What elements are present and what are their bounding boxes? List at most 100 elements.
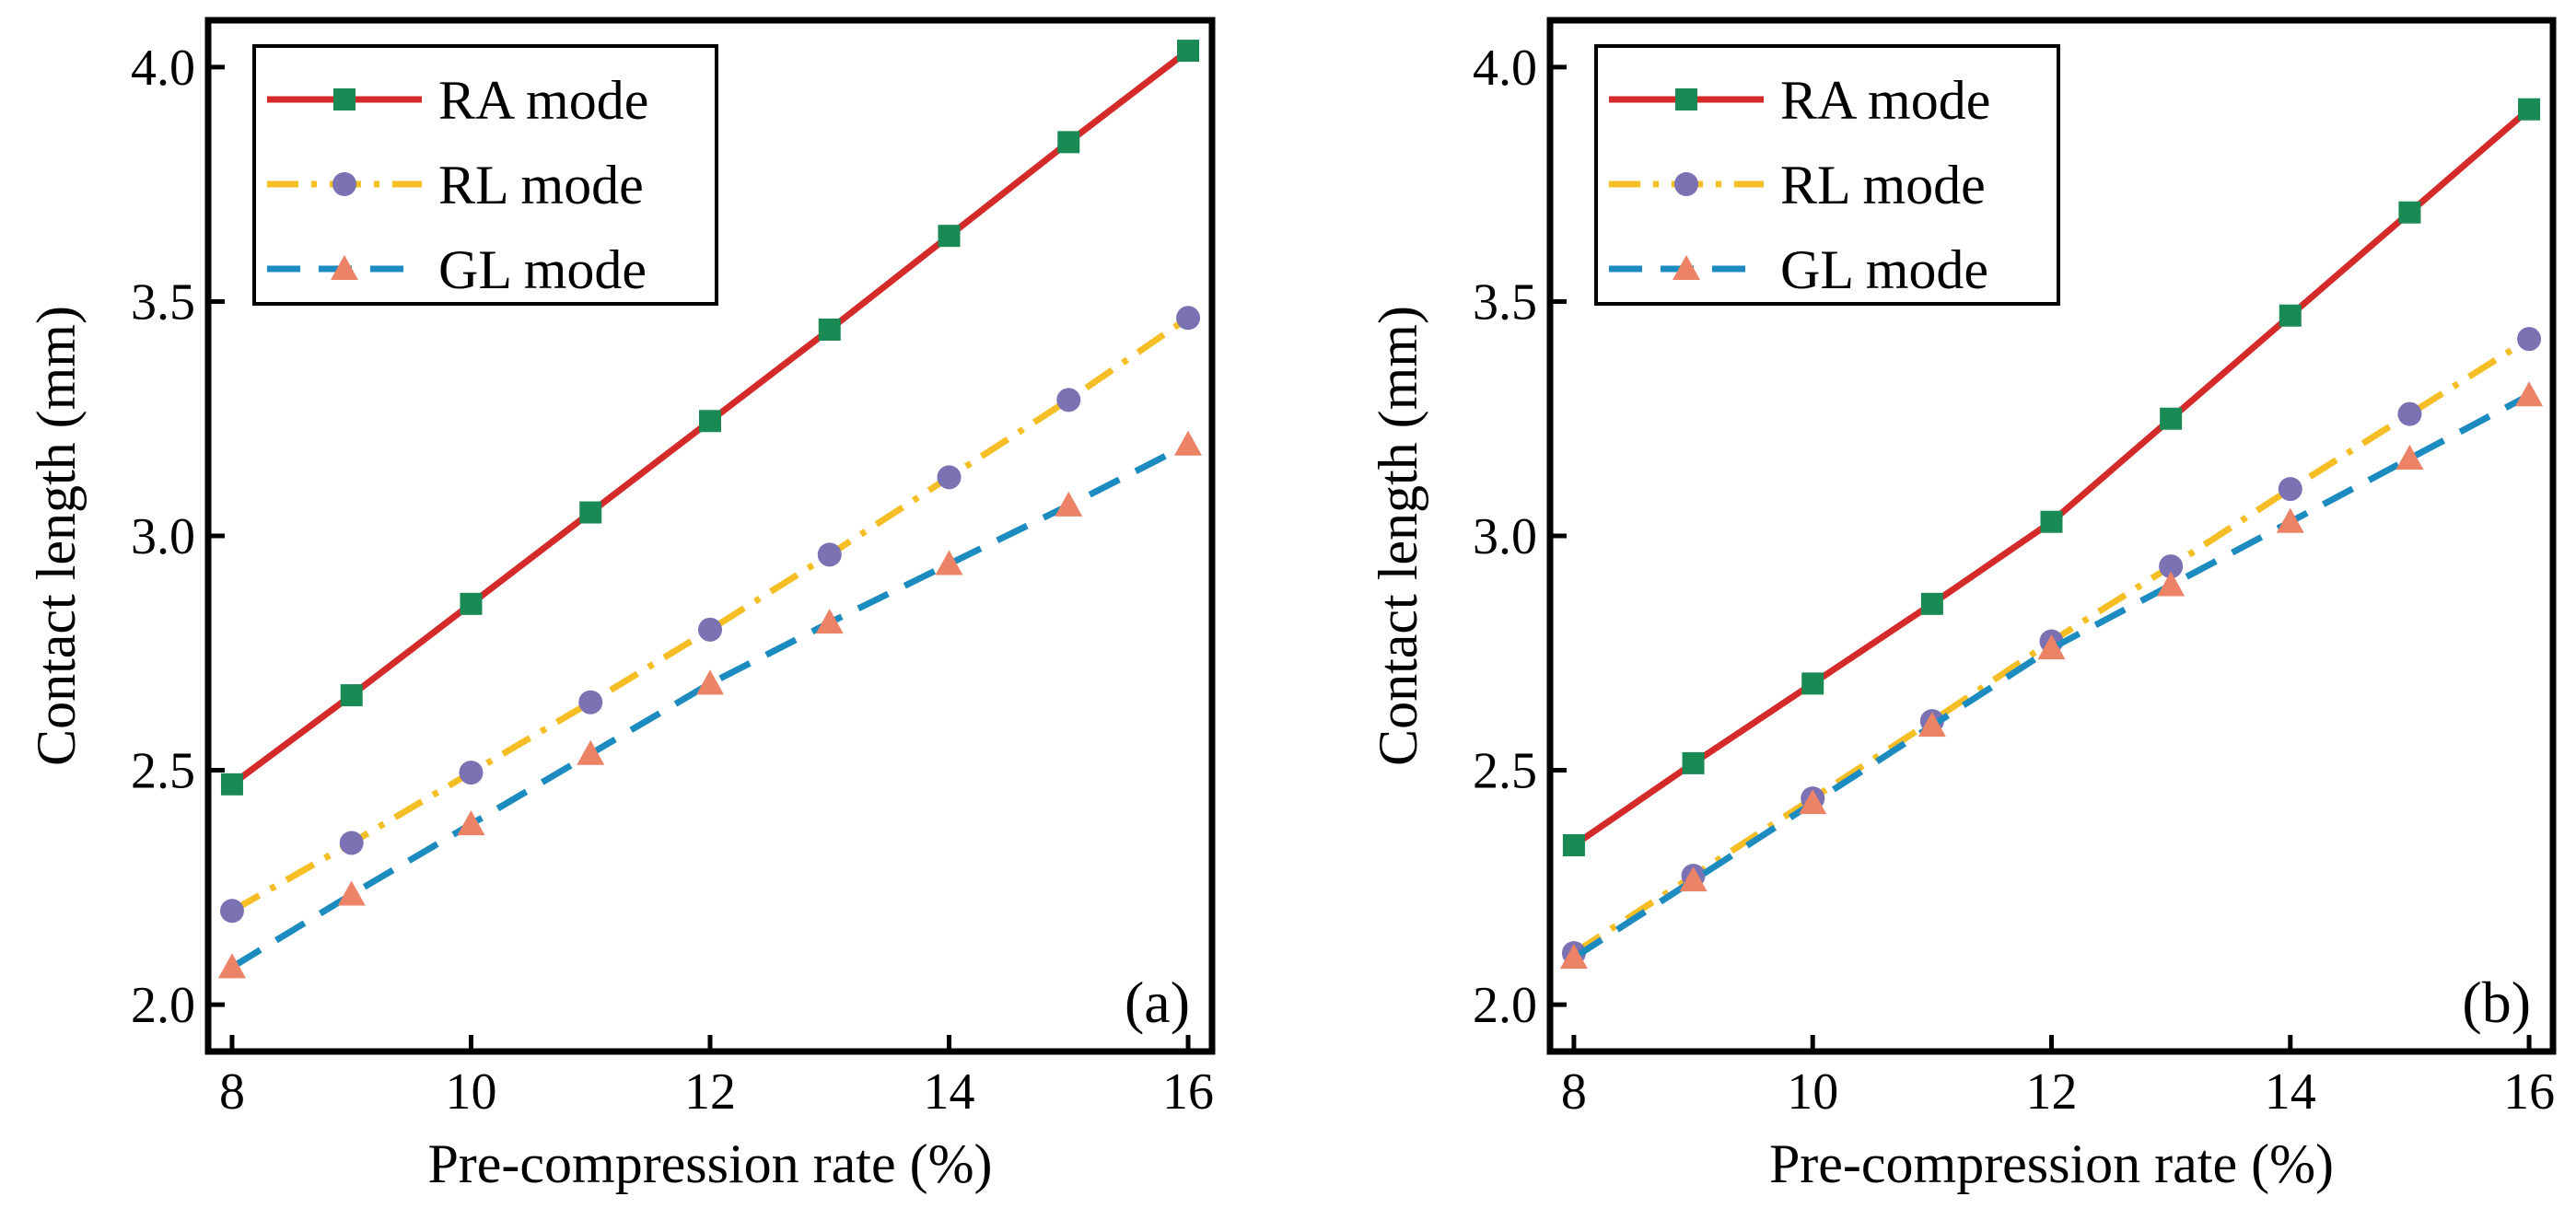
legend-label-ra-mode: RA mode	[438, 70, 648, 131]
legend-entry-ra-mode: RA mode	[267, 70, 648, 131]
data-point-rl-mode	[219, 899, 244, 924]
series-line-gl-mode	[1572, 392, 2531, 961]
data-point-gl-mode	[2395, 445, 2424, 470]
legend-label-rl-mode: RL mode	[438, 155, 644, 215]
y-tick-label: 2.0	[1473, 977, 1537, 1034]
y-tick-label: 3.5	[131, 273, 195, 331]
legend-label-rl-mode: RL mode	[1780, 155, 1986, 215]
series-gl-mode	[217, 430, 1203, 979]
x-tick-label: 10	[1787, 1063, 1838, 1121]
data-point-gl-mode	[935, 550, 963, 575]
data-point-gl-mode	[1055, 491, 1083, 517]
data-point-ra-mode	[1562, 834, 1585, 856]
legend-label-gl-mode: GL mode	[438, 239, 647, 300]
data-point-ra-mode	[818, 319, 841, 341]
data-point-gl-mode	[337, 880, 366, 906]
y-tick-label: 4.0	[1473, 40, 1537, 97]
x-axis-label: Pre-compression rate (%)	[427, 1133, 992, 1194]
series-gl-mode	[1559, 381, 2544, 970]
data-point-rl-mode	[817, 542, 842, 567]
data-point-gl-mode	[2276, 507, 2304, 533]
y-tick-label: 4.0	[131, 40, 195, 97]
chart-panel-1: 8 10 12 14 16 2.0 2.5 3.0 3.5 4.0 Pre-compression …	[26, 17, 1216, 1194]
series-line-rl-mode	[230, 315, 1191, 914]
x-tick-label: 14	[2265, 1063, 2316, 1121]
legend: RA mode RL mode GL mode	[252, 44, 718, 306]
data-point-rl-mode	[937, 465, 962, 490]
data-point-rl-mode	[698, 617, 722, 642]
data-point-ra-mode	[1177, 40, 1200, 63]
data-point-rl-mode	[2517, 327, 2542, 352]
panel-label: (b)	[2462, 970, 2531, 1035]
legend-marker-gl-mode	[331, 255, 358, 280]
legend-label-gl-mode: GL mode	[1780, 239, 1988, 300]
data-point-gl-mode	[2157, 571, 2186, 597]
y-tick-label: 2.0	[131, 977, 195, 1034]
legend-box	[1594, 44, 2060, 306]
x-tick-label: 16	[1162, 1063, 1214, 1121]
legend-marker-ra-mode	[1675, 88, 1697, 110]
x-tick-label: 16	[2503, 1063, 2555, 1121]
data-point-ra-mode	[2279, 304, 2302, 327]
data-point-gl-mode	[2037, 634, 2066, 660]
y-axis-label: Contact length (mm)	[1368, 306, 1428, 766]
legend-entry-gl-mode: GL mode	[267, 239, 647, 300]
legend: RA mode RL mode GL mode	[1594, 44, 2060, 306]
legend-marker-ra-mode	[333, 88, 356, 110]
series-line-gl-mode	[230, 441, 1190, 970]
data-point-gl-mode	[815, 609, 844, 634]
legend-entry-rl-mode: RL mode	[1609, 155, 1986, 215]
data-point-gl-mode	[1174, 430, 1203, 456]
x-tick-label: 8	[219, 1063, 245, 1121]
legend-marker-rl-mode	[332, 172, 356, 196]
data-point-rl-mode	[1056, 388, 1081, 412]
data-point-gl-mode	[1679, 866, 1708, 892]
data-point-rl-mode	[1176, 306, 1201, 331]
data-point-rl-mode	[2397, 401, 2422, 426]
data-point-gl-mode	[577, 739, 605, 765]
data-point-ra-mode	[1801, 672, 1824, 695]
data-point-rl-mode	[2278, 477, 2302, 502]
data-point-gl-mode	[217, 953, 246, 979]
data-point-ra-mode	[220, 773, 243, 796]
data-point-rl-mode	[339, 831, 364, 855]
legend-entry-rl-mode: RL mode	[267, 155, 644, 215]
legend-marker-rl-mode	[1674, 172, 1698, 196]
data-point-gl-mode	[1799, 789, 1827, 815]
data-point-ra-mode	[1057, 131, 1080, 154]
x-tick-label: 8	[1561, 1063, 1587, 1121]
data-point-rl-mode	[2159, 554, 2184, 579]
data-point-ra-mode	[2398, 201, 2421, 224]
legend-marker-gl-mode	[1673, 255, 1700, 280]
chart-panel-2: 8 10 12 14 16 2.0 2.5 3.0 3.5 4.0 Pre-compression …	[1368, 17, 2557, 1194]
y-tick-label: 3.0	[1473, 508, 1537, 565]
y-tick-label: 3.0	[131, 508, 195, 565]
x-tick-label: 10	[445, 1063, 496, 1121]
y-tick-label: 2.5	[131, 743, 195, 800]
data-point-gl-mode	[696, 669, 724, 695]
legend-entry-ra-mode: RA mode	[1609, 70, 1990, 131]
x-axis-label: Pre-compression rate (%)	[1769, 1133, 2334, 1194]
data-point-ra-mode	[2160, 407, 2183, 430]
data-point-gl-mode	[1917, 712, 1946, 738]
y-tick-label: 2.5	[1473, 743, 1537, 800]
data-point-ra-mode	[699, 410, 721, 433]
legend-label-ra-mode: RA mode	[1780, 70, 1990, 131]
series-rl-mode	[219, 306, 1201, 924]
data-point-ra-mode	[579, 501, 602, 524]
x-tick-label: 14	[924, 1063, 975, 1121]
data-point-ra-mode	[2518, 98, 2541, 121]
x-tick-label: 12	[2026, 1063, 2078, 1121]
data-point-ra-mode	[460, 592, 483, 615]
data-point-gl-mode	[2515, 381, 2544, 407]
data-point-rl-mode	[578, 690, 603, 715]
panel-label: (a)	[1125, 970, 1190, 1035]
x-tick-label: 12	[684, 1063, 736, 1121]
data-point-ra-mode	[2040, 510, 2063, 533]
series-ra-mode	[1562, 98, 2541, 856]
y-axis-label: Contact length (mm)	[26, 306, 87, 766]
y-tick-label: 3.5	[1473, 273, 1537, 331]
data-point-ra-mode	[340, 684, 363, 707]
data-point-ra-mode	[1920, 592, 1943, 615]
